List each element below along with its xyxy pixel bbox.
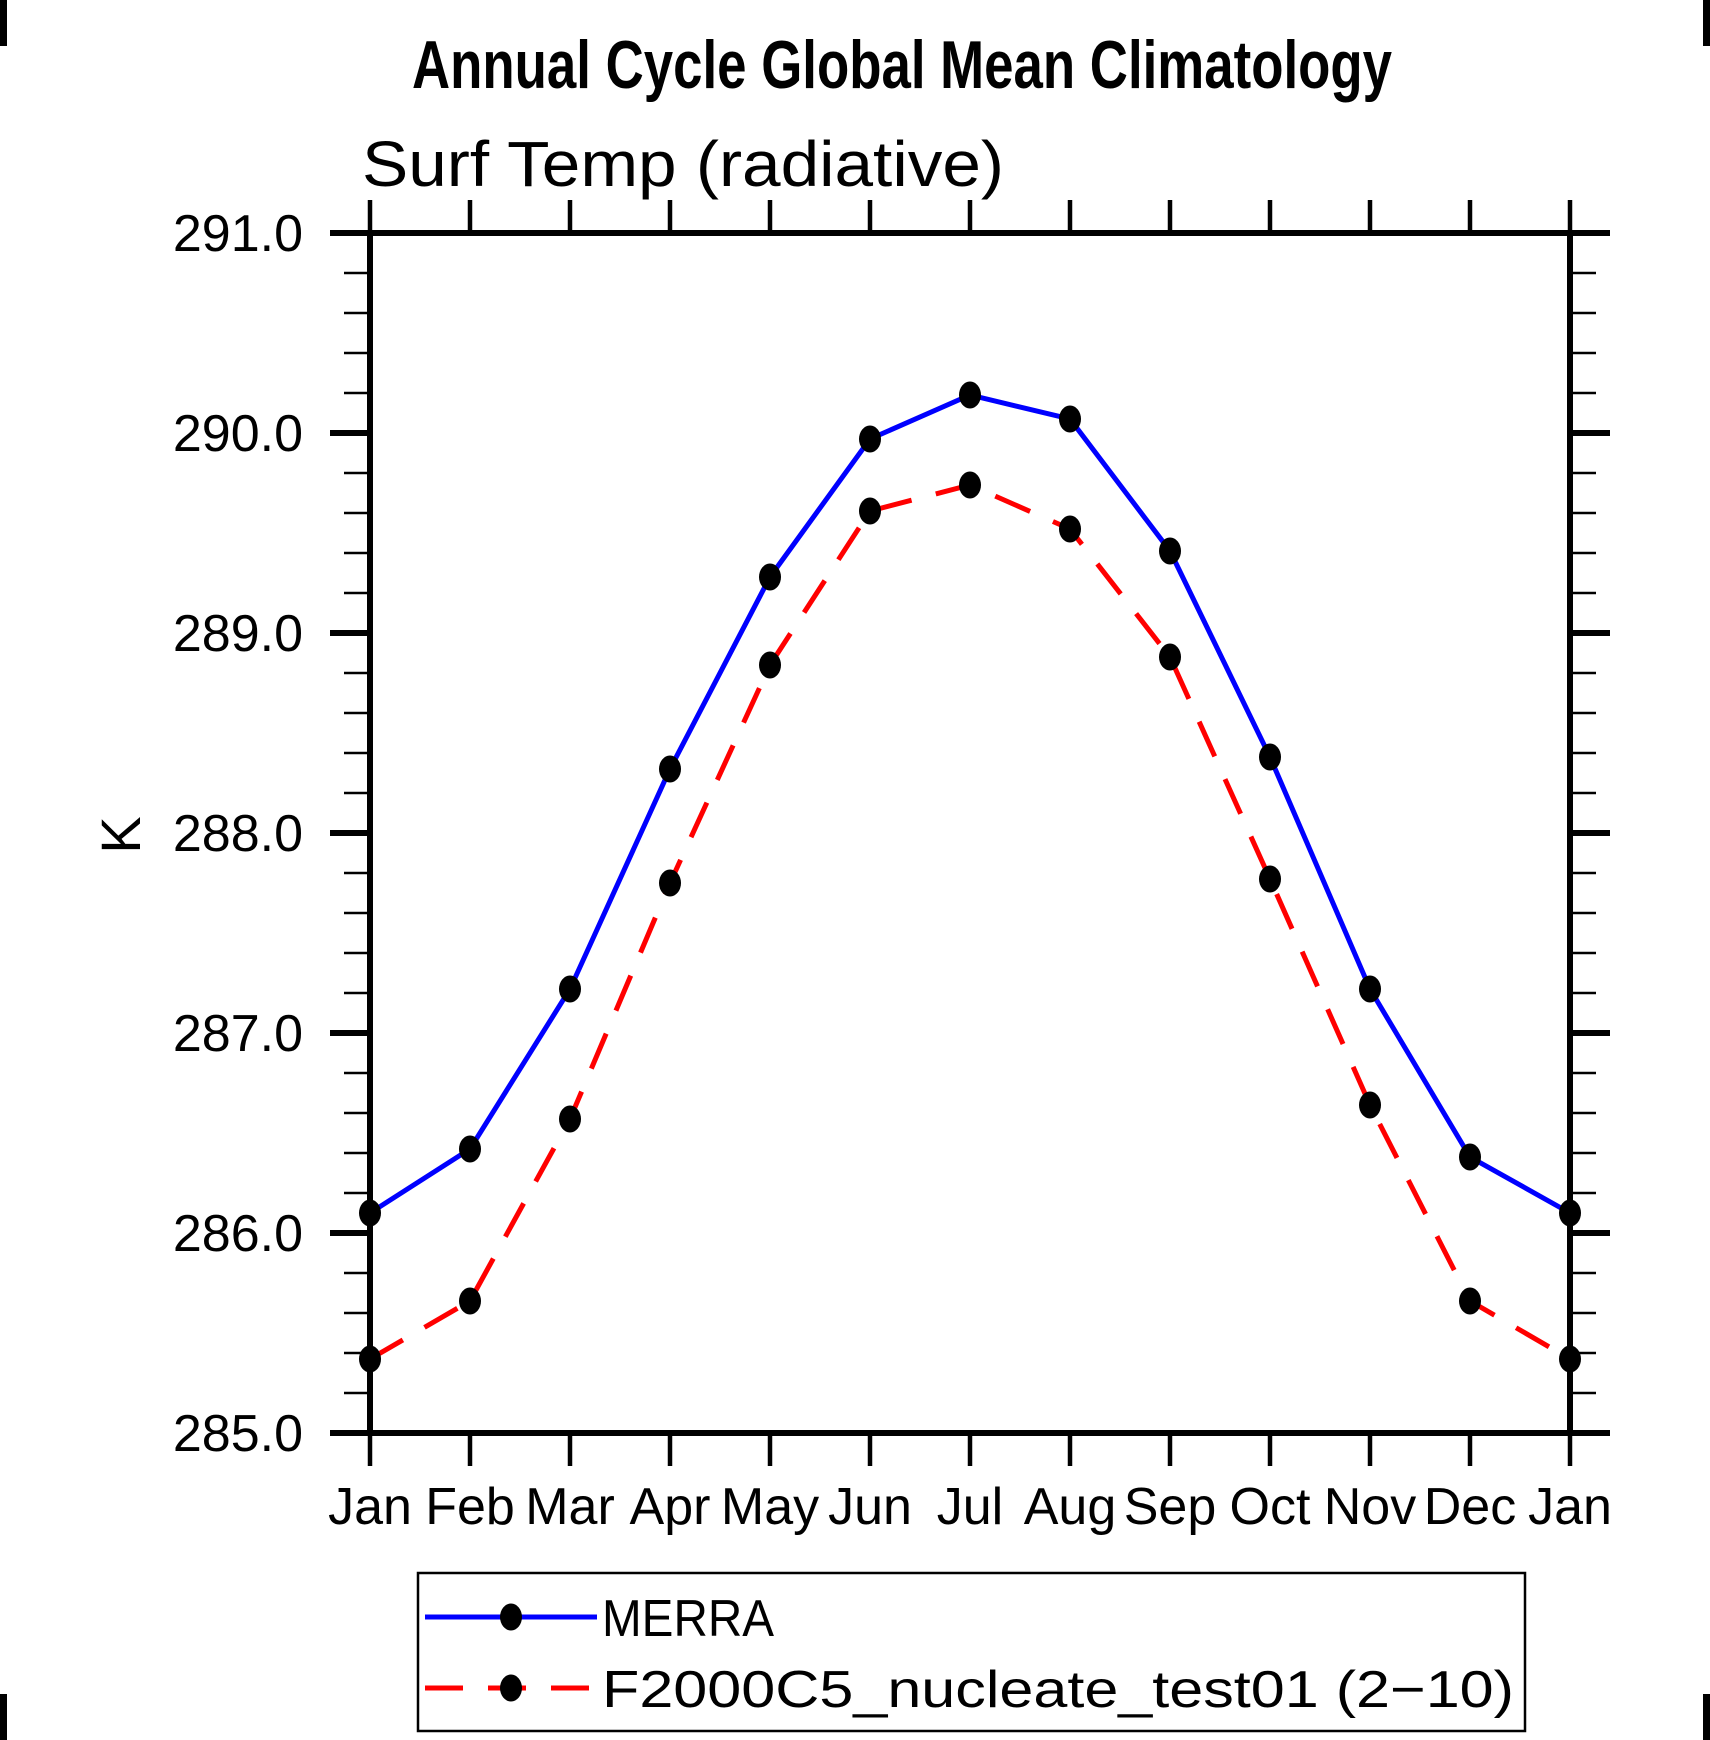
x-tick-label: May bbox=[721, 1478, 819, 1536]
data-point-marker bbox=[1259, 865, 1281, 893]
data-point-marker bbox=[1459, 1143, 1481, 1171]
data-point-marker bbox=[659, 755, 681, 783]
x-tick-label: Aug bbox=[1024, 1478, 1117, 1536]
series-line-1 bbox=[368, 482, 1572, 1362]
data-point-marker bbox=[1359, 1091, 1381, 1119]
data-point-marker bbox=[959, 381, 981, 409]
y-tick-label: 285.0 bbox=[173, 1405, 303, 1463]
y-tick-label: 289.0 bbox=[173, 605, 303, 663]
data-point-marker bbox=[659, 869, 681, 897]
data-point-marker bbox=[1159, 537, 1181, 565]
legend-box bbox=[416, 1571, 1527, 1733]
x-tick-label: Jun bbox=[828, 1478, 912, 1536]
x-tick-label: Dec bbox=[1424, 1478, 1516, 1536]
chart-subtitle: Surf Temp (radiative) bbox=[362, 128, 1004, 200]
data-point-marker bbox=[1459, 1287, 1481, 1315]
series-layer bbox=[359, 381, 1581, 1373]
corner-mark bbox=[0, 1694, 7, 1740]
x-tick-label: Feb bbox=[425, 1478, 515, 1536]
x-tick-label: Jan bbox=[1528, 1478, 1612, 1536]
y-tick-label: 287.0 bbox=[173, 1005, 303, 1063]
x-tick-label: Mar bbox=[525, 1478, 615, 1536]
axes-layer: Jan Feb Mar Apr May Jun Jul Aug Sep Oct Nov Dec Jan2… bbox=[173, 200, 1612, 1536]
data-point-marker bbox=[559, 1105, 581, 1133]
y-tick-label: 288.0 bbox=[173, 805, 303, 863]
x-tick-label: Sep bbox=[1124, 1478, 1217, 1536]
legend-marker-icon bbox=[500, 1603, 522, 1631]
x-tick-label: Jul bbox=[937, 1478, 1003, 1536]
data-point-marker bbox=[759, 563, 781, 591]
data-point-marker bbox=[1259, 743, 1281, 771]
data-point-marker bbox=[459, 1287, 481, 1315]
data-point-marker bbox=[859, 425, 881, 453]
x-tick-label: Apr bbox=[630, 1478, 711, 1536]
x-tick-label: Oct bbox=[1230, 1478, 1311, 1536]
y-tick-label: 291.0 bbox=[173, 205, 303, 263]
data-point-marker bbox=[559, 975, 581, 1003]
y-axis-label: K bbox=[89, 816, 152, 853]
data-point-marker bbox=[1059, 515, 1081, 543]
data-point-marker bbox=[1559, 1345, 1581, 1373]
data-point-marker bbox=[359, 1345, 381, 1373]
y-tick-label: 286.0 bbox=[173, 1205, 303, 1263]
data-point-marker bbox=[759, 651, 781, 679]
data-point-marker bbox=[359, 1199, 381, 1227]
legend-label-f2000c5: F2000C5_nucleate_test01 (2−10) bbox=[602, 1661, 1514, 1719]
data-point-marker bbox=[1359, 975, 1381, 1003]
x-tick-label: Jan bbox=[328, 1478, 412, 1536]
corner-mark bbox=[1703, 0, 1710, 46]
y-tick-label: 290.0 bbox=[173, 405, 303, 463]
x-tick-label: Nov bbox=[1324, 1478, 1416, 1536]
legend-marker-icon bbox=[500, 1674, 522, 1702]
series-line-0 bbox=[368, 392, 1572, 1216]
data-point-marker bbox=[459, 1135, 481, 1163]
legend: MERRA F2000C5_nucleate_test01 (2−10) bbox=[416, 1571, 1527, 1733]
legend-label-merra: MERRA bbox=[602, 1590, 774, 1648]
data-point-marker bbox=[959, 471, 981, 499]
corner-mark bbox=[1703, 1694, 1710, 1740]
corner-mark bbox=[0, 0, 7, 46]
data-point-marker bbox=[859, 497, 881, 525]
data-point-marker bbox=[1159, 643, 1181, 671]
data-point-marker bbox=[1059, 405, 1081, 433]
data-point-marker bbox=[1559, 1199, 1581, 1227]
chart-title: Annual Cycle Global Mean Climatology bbox=[412, 27, 1392, 103]
